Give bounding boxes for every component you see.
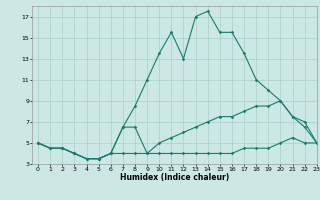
X-axis label: Humidex (Indice chaleur): Humidex (Indice chaleur): [120, 173, 229, 182]
